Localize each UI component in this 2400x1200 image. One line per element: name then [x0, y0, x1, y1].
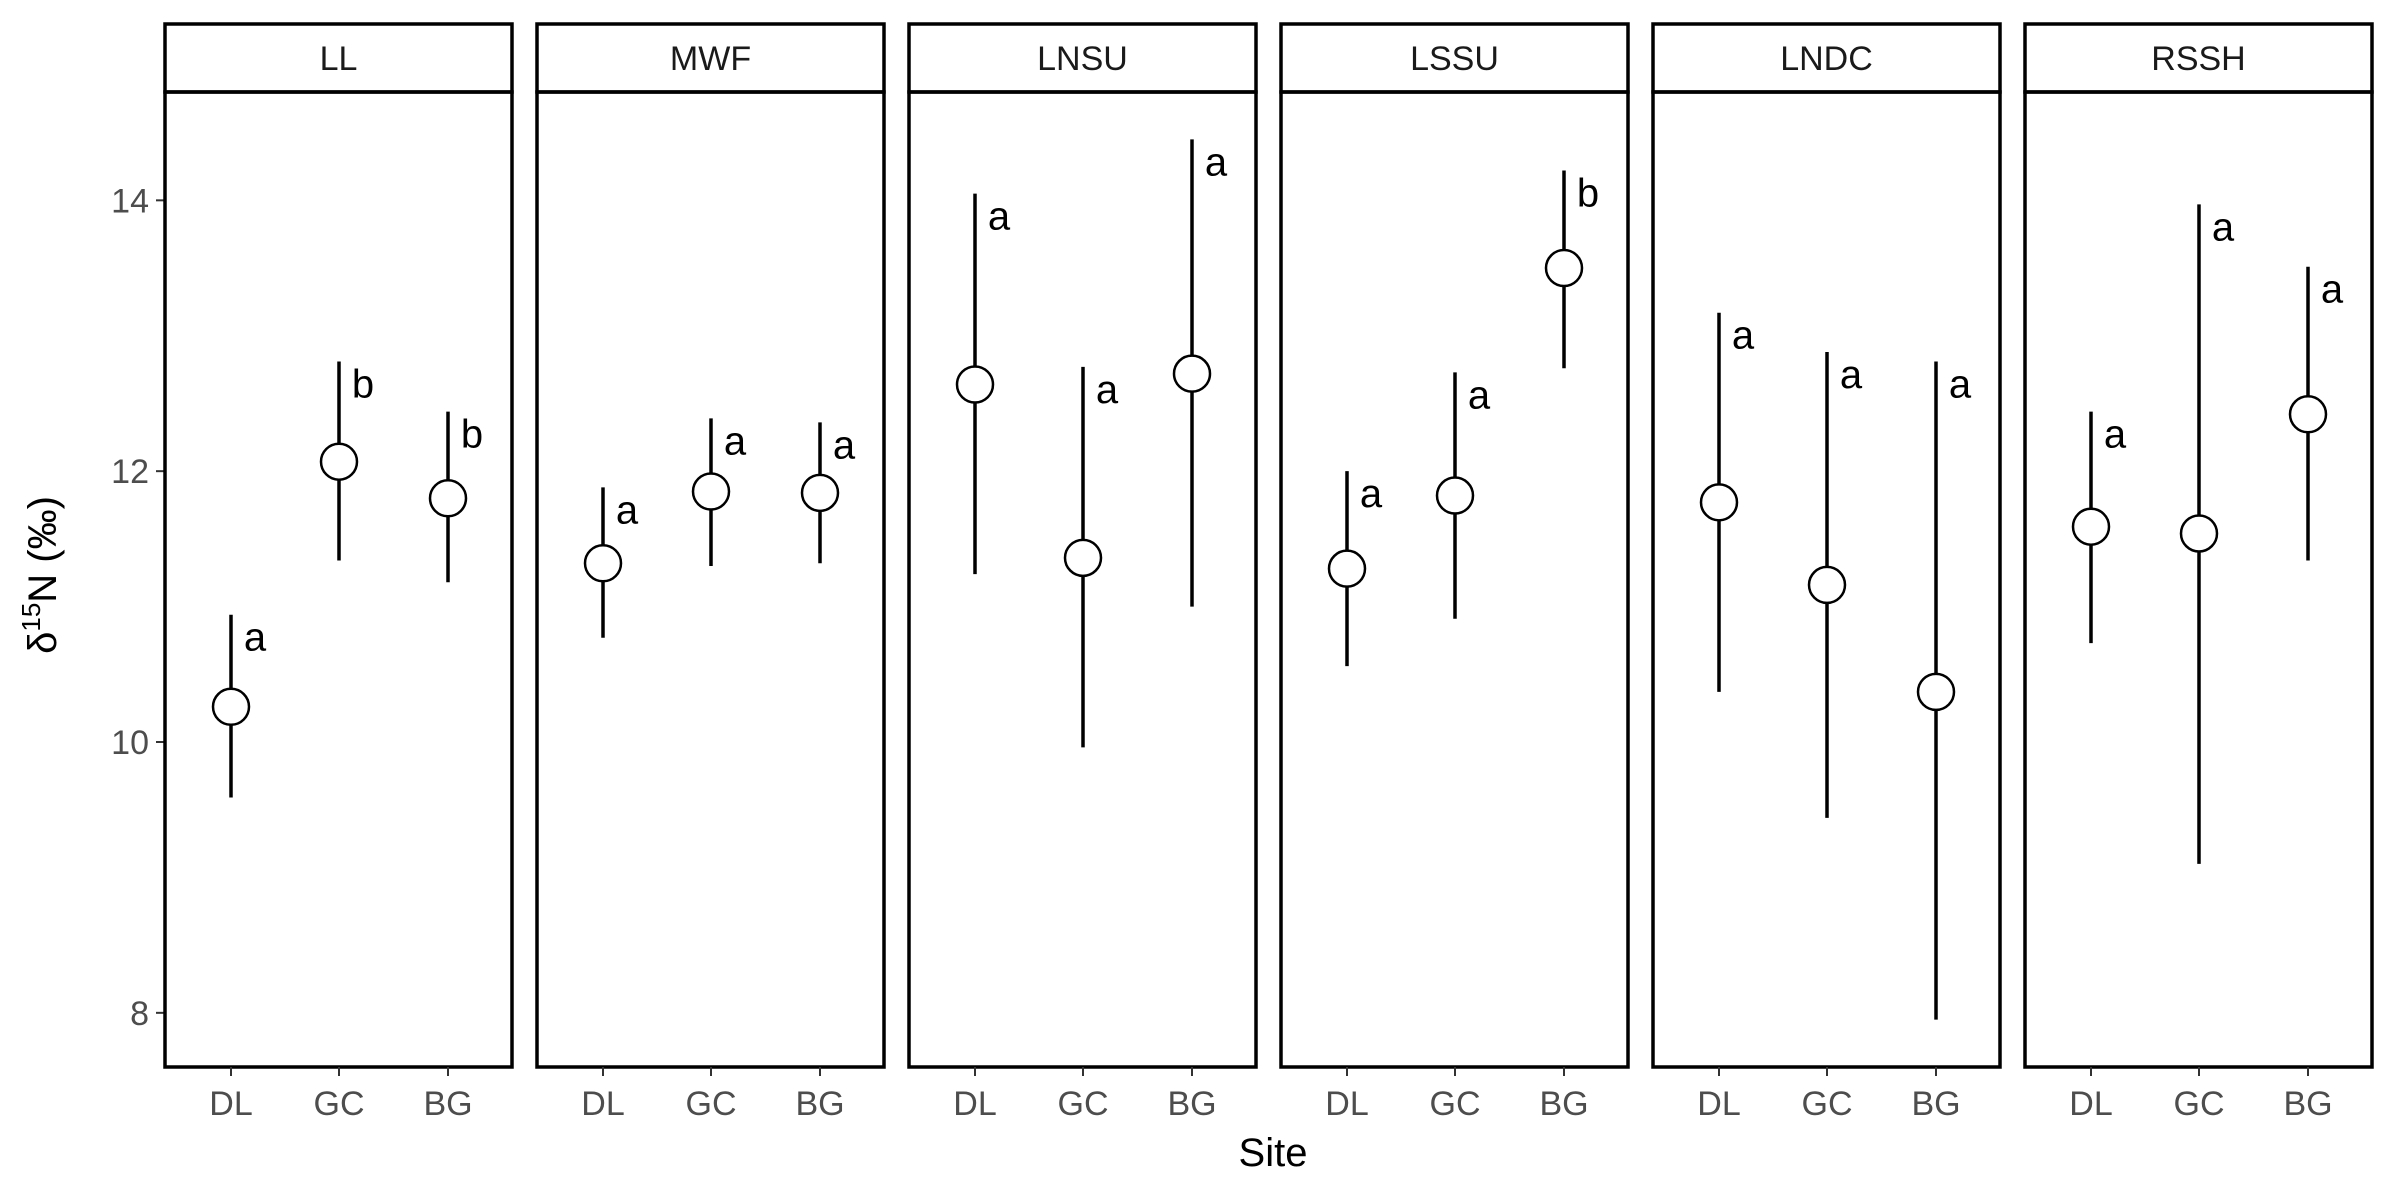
facet-panel-mwf: MWF DL GC BG a a a: [535, 22, 886, 1123]
facet-panel-rssh: RSSH DL GC BG a a a: [2023, 22, 2374, 1123]
mean-point: [1807, 565, 1847, 605]
panel-border: [535, 90, 886, 1069]
y-tick-label: 12: [111, 453, 149, 491]
mean-point: [1172, 354, 1212, 393]
facet-strip: [163, 22, 514, 94]
significance-letter: a: [1096, 368, 1119, 412]
mean-point: [211, 687, 251, 727]
x-tick-label: GC: [686, 1085, 737, 1123]
x-tick-label: GC: [1058, 1085, 1109, 1123]
significance-letter: a: [244, 616, 267, 660]
mean-point: [1063, 538, 1103, 578]
significance-letter: a: [2321, 268, 2344, 312]
facet-strip-label: LNSU: [1037, 40, 1128, 78]
facet-panel-lndc: LNDC DL GC BG a a a: [1651, 22, 2002, 1123]
significance-letter: a: [1732, 314, 1755, 358]
x-tick-label: GC: [314, 1085, 365, 1123]
significance-letter: a: [1949, 362, 1972, 406]
y-axis-title-delta: δ: [21, 632, 65, 654]
significance-letter: a: [616, 488, 639, 532]
significance-letter: a: [2212, 205, 2235, 249]
significance-letter: b: [352, 362, 374, 406]
y-axis: 8 10 12 14: [111, 182, 165, 1033]
x-tick-label: DL: [953, 1085, 996, 1123]
x-tick-label: GC: [2174, 1085, 2225, 1123]
facet-strip-label: LSSU: [1410, 40, 1499, 78]
significance-letter: b: [1577, 172, 1599, 216]
facet-strip-label: LNDC: [1780, 40, 1873, 78]
significance-letter: a: [724, 419, 747, 463]
x-tick-label: DL: [1325, 1085, 1368, 1123]
x-tick-label: DL: [1697, 1085, 1740, 1123]
x-tick-label: DL: [2069, 1085, 2112, 1123]
x-tick-label: BG: [1911, 1085, 1960, 1123]
x-tick-label: GC: [1802, 1085, 1853, 1123]
significance-letter: a: [2104, 413, 2127, 457]
facet-strip-label: LL: [320, 40, 358, 78]
facet-strip: [2023, 22, 2374, 94]
x-tick-label: GC: [1430, 1085, 1481, 1123]
mean-point: [319, 442, 359, 481]
mean-point: [2288, 395, 2328, 434]
mean-point: [583, 544, 623, 583]
mean-point: [691, 472, 731, 511]
facet-strip-label: MWF: [670, 40, 751, 78]
mean-point: [1544, 248, 1584, 288]
mean-point: [1435, 476, 1475, 515]
x-tick-label: BG: [423, 1085, 472, 1123]
x-axis-title: Site: [1239, 1131, 1308, 1175]
x-tick-label: BG: [1539, 1085, 1588, 1123]
facet-strip-label: RSSH: [2151, 40, 2245, 78]
significance-letter: a: [833, 423, 856, 467]
x-tick-label: DL: [209, 1085, 252, 1123]
mean-point: [2179, 514, 2219, 553]
facet-panel-lnsu: LNSU DL GC BG a a a: [907, 22, 1258, 1123]
mean-point: [955, 365, 995, 404]
y-tick-label: 14: [111, 182, 149, 220]
y-axis-title-superscript: 15: [16, 603, 46, 632]
panel-border: [163, 90, 514, 1069]
x-tick-label: BG: [795, 1085, 844, 1123]
facet-strip: [1279, 22, 1630, 94]
mean-point: [2071, 507, 2111, 546]
mean-point: [1916, 672, 1956, 712]
x-tick-label: BG: [1167, 1085, 1216, 1123]
significance-letter: a: [1360, 472, 1383, 516]
y-axis-title: δ15N (‰): [16, 496, 65, 654]
significance-letter: a: [1840, 353, 1863, 397]
significance-letter: a: [1205, 140, 1228, 184]
mean-point: [428, 479, 468, 518]
mean-point: [1327, 549, 1367, 588]
mean-point: [1699, 483, 1739, 522]
mean-point: [800, 473, 840, 513]
significance-letter: a: [1468, 373, 1491, 417]
x-tick-label: DL: [581, 1085, 624, 1123]
y-tick-label: 8: [130, 995, 149, 1033]
facet-panel-ll: LL DL GC BG a b b: [163, 22, 514, 1123]
y-tick-label: 10: [111, 724, 149, 762]
facet-strip: [535, 22, 886, 94]
x-tick-label: BG: [2283, 1085, 2332, 1123]
significance-letter: a: [988, 195, 1011, 239]
facet-panel-lssu: LSSU DL GC BG a a b: [1279, 22, 1630, 1123]
significance-letter: b: [461, 413, 483, 457]
y-axis-title-rest: N (‰): [21, 496, 65, 603]
